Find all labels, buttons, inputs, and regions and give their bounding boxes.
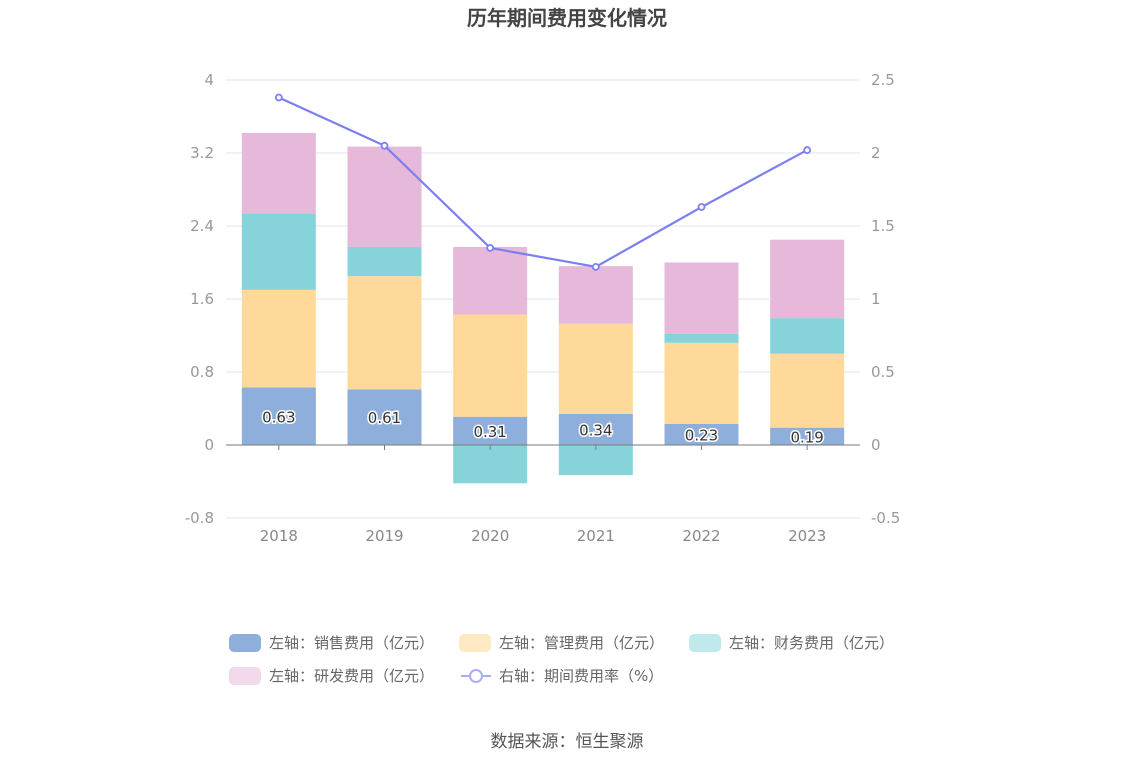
line-path	[278, 96, 808, 269]
bar-segment	[664, 424, 739, 445]
line-series	[274, 93, 812, 271]
x-tick-label: 2022	[682, 527, 720, 545]
grid-lines	[226, 79, 860, 519]
x-tick-label: 2018	[260, 527, 298, 545]
bar-segment	[453, 246, 528, 315]
data-label: 0.34	[579, 421, 612, 439]
y-right-tick-label: -0.5	[871, 509, 900, 527]
data-source-note: 数据来源：恒生聚源	[491, 732, 644, 752]
bar-segment	[241, 387, 316, 445]
line-point	[803, 146, 812, 154]
y-axis-left: -0.8 0 0.8 1.6 2.4 3.2 4	[185, 71, 214, 527]
y-left-tick-label: 0.8	[190, 363, 214, 381]
y-left-tick-label: 4	[204, 71, 214, 89]
legend-label: 左轴：财务费用（亿元）	[729, 634, 894, 652]
line-point	[697, 203, 706, 211]
x-tick-label: 2021	[577, 527, 615, 545]
legend-label: 左轴：管理费用（亿元）	[499, 634, 664, 652]
bar-segment	[241, 289, 316, 388]
y-right-tick-label: 1.5	[871, 217, 895, 235]
bar-segment	[664, 333, 739, 343]
line-point	[486, 243, 495, 252]
line-point	[274, 93, 283, 102]
y-right-tick-label: 0	[871, 436, 881, 454]
legend-item[interactable]: 左轴：管理费用（亿元）	[459, 634, 664, 652]
bar-segment	[558, 413, 633, 445]
bar-segment	[347, 276, 422, 390]
bar-segment	[453, 314, 528, 417]
bar-segment	[558, 445, 633, 476]
data-label: 0.61	[368, 409, 401, 427]
y-left-tick-label: 0	[204, 436, 214, 454]
y-left-tick-label: 1.6	[190, 290, 214, 308]
bar-segment	[770, 239, 845, 319]
legend-swatch	[689, 634, 721, 652]
bar-segment	[770, 427, 845, 445]
bar-segment	[664, 342, 739, 425]
y-left-tick-label: 2.4	[190, 217, 214, 235]
bar-segment	[241, 132, 316, 214]
bar-segment	[558, 323, 633, 414]
x-tick-label: 2023	[788, 527, 826, 545]
data-labels: 0.63 0.61 0.31 0.34 0.23 0.19	[261, 407, 826, 448]
y-right-tick-label: 2	[871, 144, 881, 162]
line-point	[380, 141, 389, 150]
bar-segment	[347, 389, 422, 445]
bar-series	[241, 132, 845, 484]
data-label: 0.19	[790, 428, 823, 446]
y-right-tick-label: 1	[871, 290, 881, 308]
y-axis-right: -0.5 0 0.5 1 1.5 2 2.5	[871, 71, 900, 527]
legend-item[interactable]: 左轴：研发费用（亿元）	[229, 667, 434, 685]
x-tick-label: 2020	[471, 527, 509, 545]
y-left-tick-label: -0.8	[185, 509, 214, 527]
legend-item[interactable]: 左轴：财务费用（亿元）	[689, 634, 894, 652]
x-axis: 2018 2019 2020 2021 2022 2023	[226, 444, 860, 545]
legend-item[interactable]: 左轴：销售费用（亿元）	[229, 634, 434, 652]
y-left-tick-label: 3.2	[190, 144, 214, 162]
bar-segment	[664, 262, 739, 334]
legend-item[interactable]: 右轴：期间费用率（%）	[461, 667, 663, 685]
data-label: 0.63	[262, 408, 295, 426]
line-point	[591, 262, 600, 271]
bar-segment	[770, 318, 845, 354]
bar-segment	[558, 266, 633, 324]
legend-swatch	[229, 634, 261, 652]
legend-label: 左轴：研发费用（亿元）	[269, 667, 434, 685]
bar-segment	[347, 146, 422, 247]
x-tick-label: 2019	[365, 527, 403, 545]
legend-label: 左轴：销售费用（亿元）	[269, 634, 434, 652]
y-right-tick-label: 2.5	[871, 71, 895, 89]
bar-segment	[241, 213, 316, 290]
legend[interactable]: 左轴：销售费用（亿元） 左轴：管理费用（亿元） 左轴：财务费用（亿元） 左轴：研发费用…	[229, 634, 894, 685]
y-right-tick-label: 0.5	[871, 363, 895, 381]
legend-line-marker	[469, 669, 483, 683]
data-label: 0.31	[473, 423, 506, 441]
chart-title: 历年期间费用变化情况	[467, 6, 667, 30]
bar-segment	[453, 445, 528, 484]
legend-swatch	[229, 667, 261, 685]
data-label: 0.23	[685, 427, 718, 445]
bar-segment	[347, 246, 422, 277]
bar-segment	[453, 416, 528, 445]
legend-swatch	[459, 634, 491, 652]
bar-segment	[770, 353, 845, 428]
legend-label: 右轴：期间费用率（%）	[499, 667, 663, 685]
